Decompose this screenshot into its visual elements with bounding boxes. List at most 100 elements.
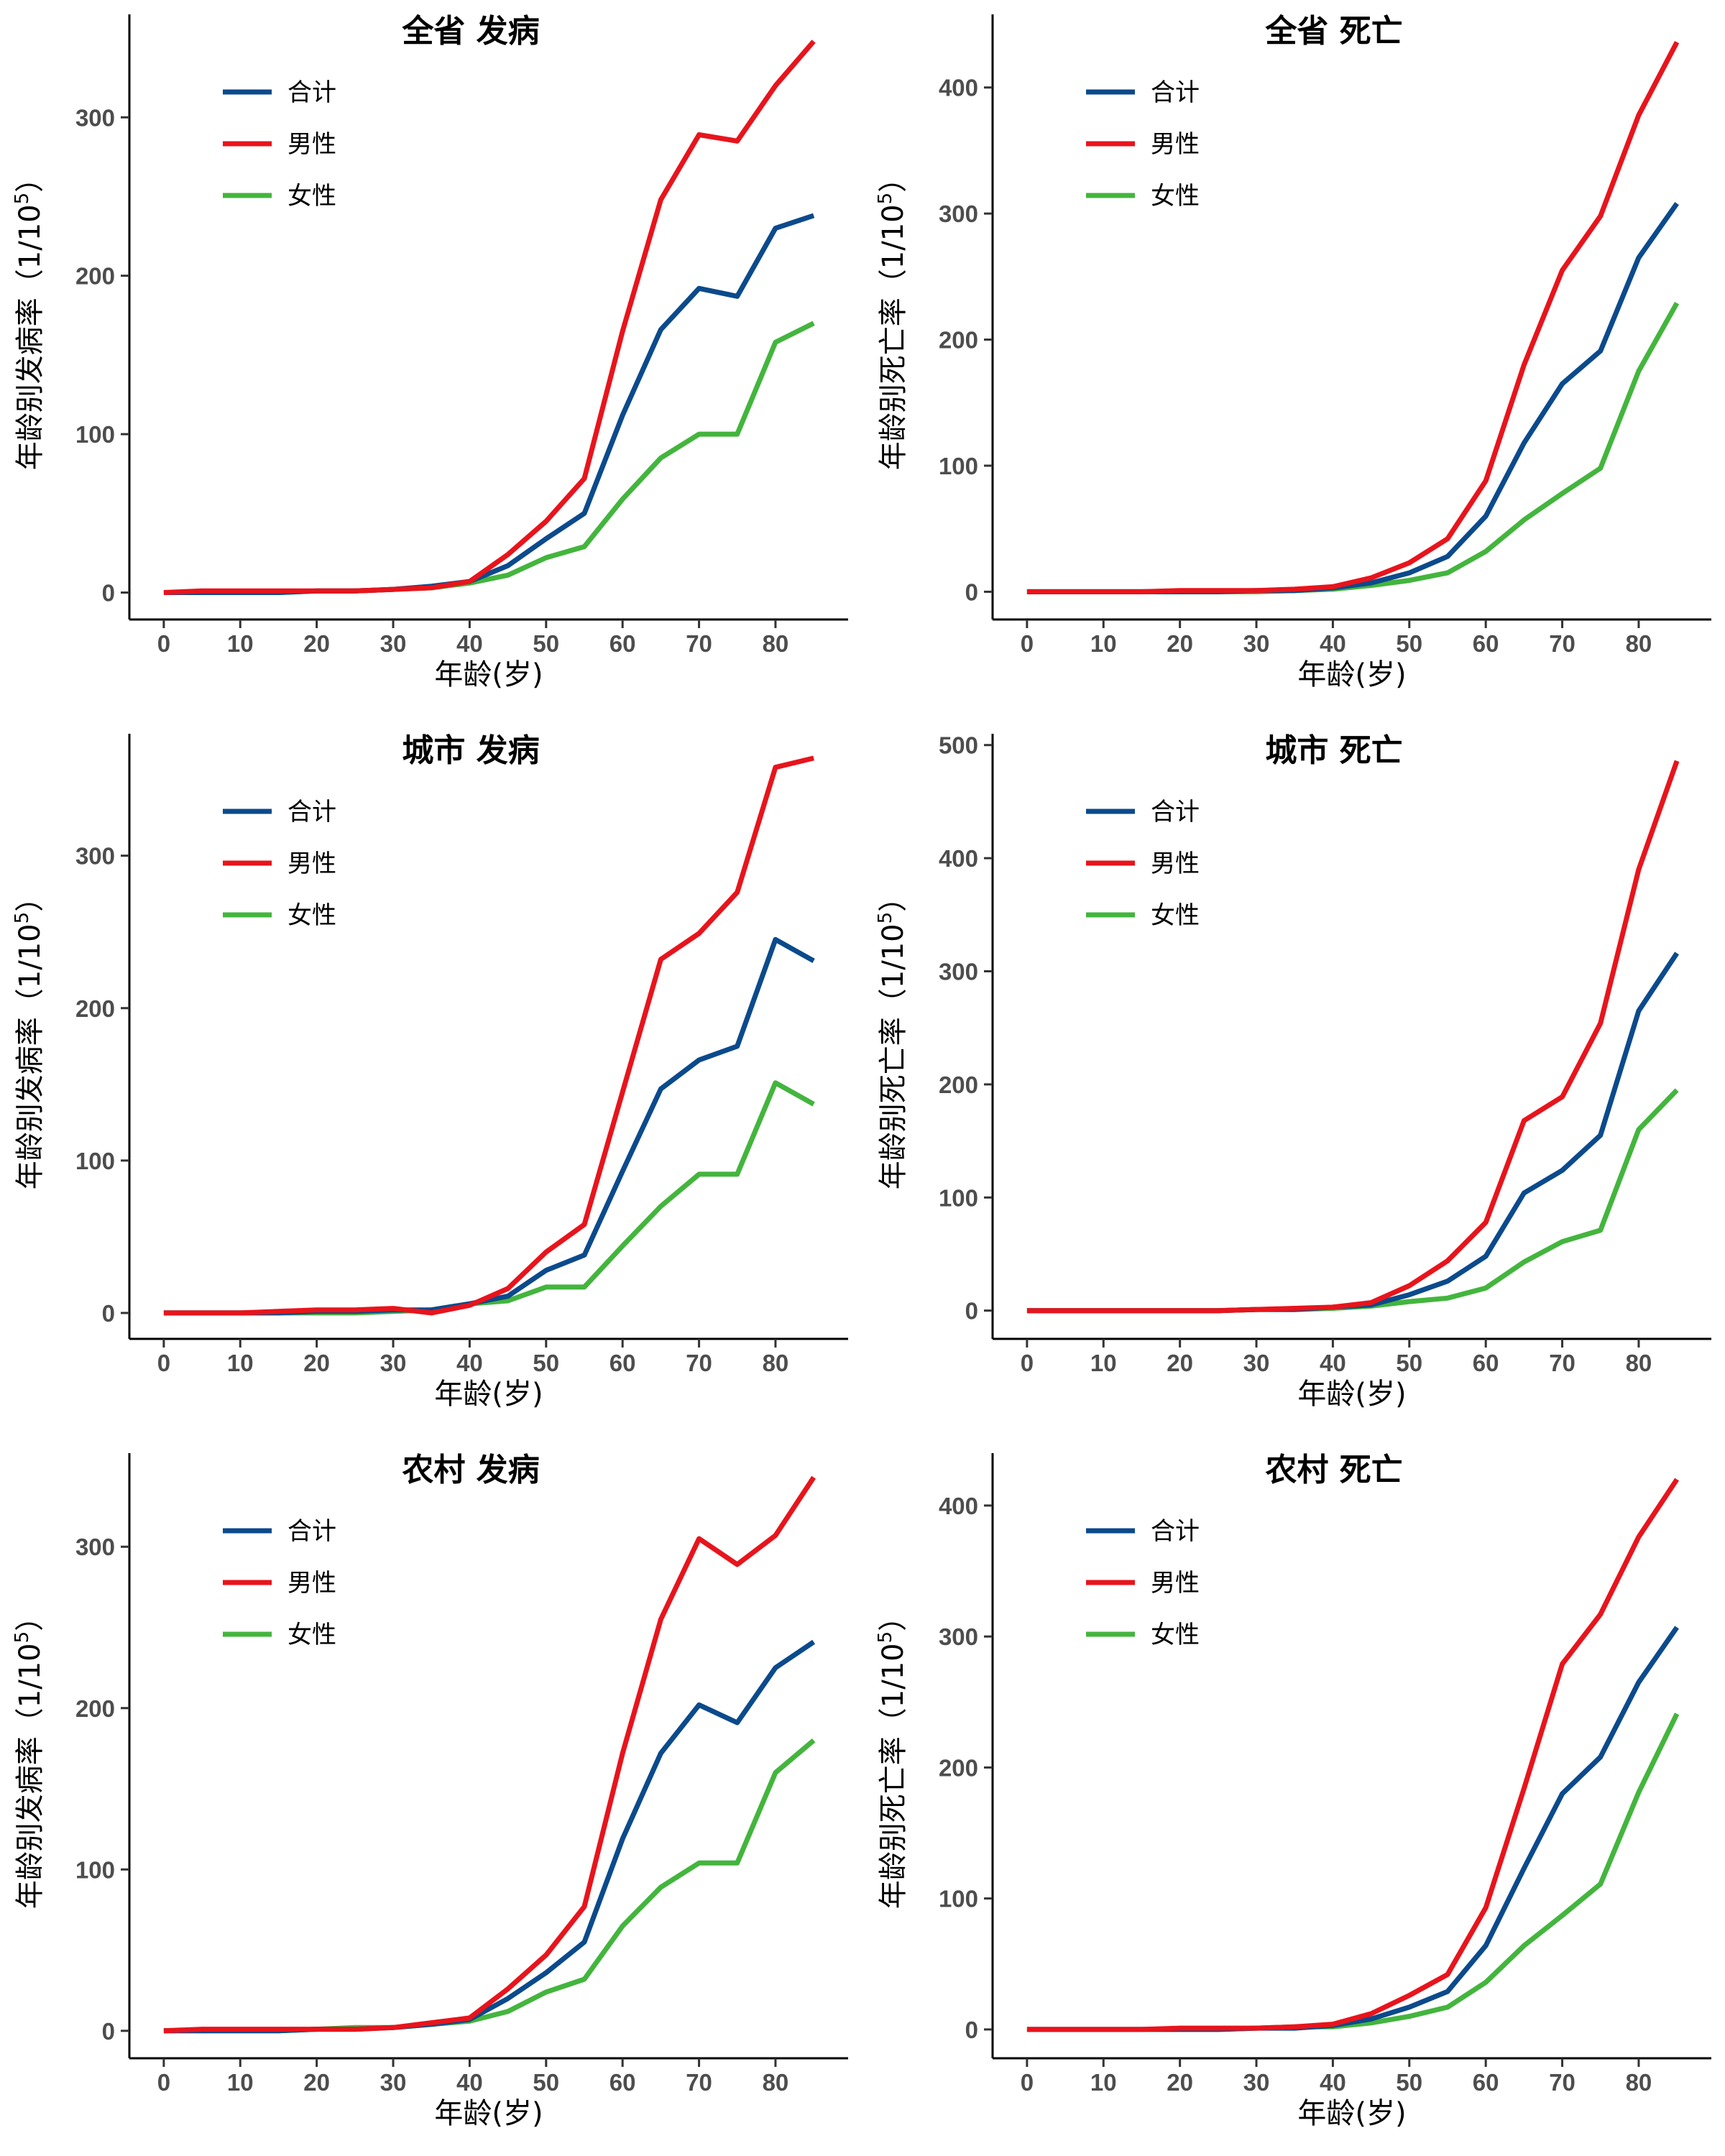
y-tick-label: 100 <box>75 1148 115 1174</box>
y-tick-label: 300 <box>75 104 115 131</box>
chart-panel-6: 农村 死亡 0 10 20 30 40 50 60 70 80 0 100 200 300 400 年龄(岁)… <box>875 1452 1711 2130</box>
x-tick-label: 30 <box>1243 2069 1270 2096</box>
series-line-total <box>1026 952 1680 1314</box>
chart-title: 城市 死亡 <box>1265 732 1402 769</box>
x-tick-label: 60 <box>610 1350 636 1376</box>
y-tick-label: 300 <box>939 959 978 985</box>
x-tick-label: 30 <box>380 2069 407 2096</box>
x-tick-label: 60 <box>1473 2069 1499 2096</box>
x-tick-label: 10 <box>1090 1350 1117 1376</box>
series-line-male <box>1026 40 1680 594</box>
y-tick-label: 0 <box>102 1300 115 1327</box>
x-tick-label: 10 <box>227 2069 254 2096</box>
y-tick-label: 200 <box>939 1754 978 1781</box>
legend-label-male: 男性 <box>288 849 336 878</box>
x-tick-label: 0 <box>157 1350 170 1376</box>
y-axis-title: 年龄别发病率（1/105） <box>12 883 47 1189</box>
y-tick-label: 300 <box>75 1534 115 1560</box>
series-line-total <box>163 936 815 1316</box>
y-tick-label: 0 <box>102 2018 115 2045</box>
x-tick-label: 20 <box>303 2069 330 2096</box>
x-tick-label: 20 <box>303 1350 330 1376</box>
legend-label-female: 女性 <box>1151 182 1200 211</box>
y-tick-label: 300 <box>939 1623 978 1650</box>
y-tick-label: 0 <box>102 580 115 607</box>
y-tick-label: 100 <box>939 453 978 479</box>
x-tick-label: 0 <box>1021 1350 1034 1376</box>
chart-panel-4: 城市 死亡 0 10 20 30 40 50 60 70 80 0 100 200 300 400 500 年龄… <box>875 732 1711 1411</box>
chart-panel-3: 城市 发病 0 10 20 30 40 50 60 70 80 0 100 200 300 年龄(岁) 年龄别… <box>12 732 848 1411</box>
y-axis-title-end: ） <box>14 883 47 912</box>
x-tick-label: 40 <box>1320 2069 1346 2096</box>
series-line-male <box>163 40 816 595</box>
legend-label-total: 合计 <box>1151 78 1200 107</box>
x-tick-label: 30 <box>380 630 407 657</box>
y-axis-title-main: 年龄别发病率（1/10 <box>14 204 47 470</box>
series-line-female <box>163 1738 816 2034</box>
x-axis-title: 年龄(岁) <box>1297 1378 1406 1411</box>
y-axis-title-superscript: 5 <box>875 1631 896 1644</box>
series-line-male <box>1026 1478 1680 2032</box>
x-tick-label: 50 <box>533 2069 559 2096</box>
series-line-total <box>1026 202 1679 594</box>
x-tick-label: 70 <box>1549 2069 1576 2096</box>
y-tick-label: 100 <box>75 1856 115 1883</box>
x-tick-label: 80 <box>1626 630 1652 657</box>
x-tick-label: 30 <box>380 1350 407 1376</box>
legend-label-male: 男性 <box>288 130 336 159</box>
legend-label-female: 女性 <box>1151 1621 1200 1649</box>
y-axis-title-main: 年龄别死亡率（1/10 <box>877 1643 910 1909</box>
series-line-female <box>163 1080 815 1316</box>
legend-label-male: 男性 <box>288 1569 336 1598</box>
x-tick-label: 20 <box>1167 2069 1193 2096</box>
chart-title: 全省 发病 <box>401 13 539 50</box>
series-line-male <box>163 1475 816 2034</box>
x-axis-title: 年龄(岁) <box>434 1378 543 1411</box>
x-axis-title: 年龄(岁) <box>1297 2097 1406 2130</box>
series-line-female <box>1026 301 1680 594</box>
x-tick-label: 40 <box>456 630 483 657</box>
y-tick-label: 400 <box>939 845 978 872</box>
series-line-total <box>163 1639 816 2034</box>
y-axis-title-main: 年龄别死亡率（1/10 <box>877 204 910 470</box>
y-axis-title: 年龄别发病率（1/105） <box>12 1603 47 1909</box>
y-axis-title: 年龄别死亡率（1/105） <box>875 1603 910 1909</box>
x-tick-label: 50 <box>1396 2069 1422 2096</box>
x-tick-label: 40 <box>1320 1350 1346 1376</box>
x-tick-label: 70 <box>686 630 712 657</box>
y-tick-label: 0 <box>965 1298 978 1325</box>
legend-label-female: 女性 <box>1151 901 1200 930</box>
series-line-total <box>1026 1626 1679 2032</box>
chart-title: 城市 发病 <box>402 732 539 769</box>
x-tick-label: 20 <box>303 630 330 657</box>
x-tick-label: 80 <box>763 2069 789 2096</box>
y-tick-label: 200 <box>939 1072 978 1098</box>
series-line-male <box>1026 760 1680 1314</box>
x-tick-label: 80 <box>763 1350 789 1376</box>
x-tick-label: 10 <box>227 1350 254 1376</box>
series-line-female <box>1026 1713 1680 2032</box>
y-tick-label: 100 <box>939 1886 978 1912</box>
x-tick-label: 30 <box>1243 1350 1270 1376</box>
x-tick-label: 10 <box>1090 630 1117 657</box>
legend-label-female: 女性 <box>288 1621 336 1649</box>
x-tick-label: 70 <box>1549 630 1576 657</box>
y-tick-label: 200 <box>75 263 115 290</box>
chart-panel-1: 全省 发病 0 10 20 30 40 50 60 70 80 0 100 200 300 年龄(岁) 年龄别… <box>12 13 848 691</box>
x-tick-label: 80 <box>1626 2069 1652 2096</box>
x-tick-label: 40 <box>456 1350 483 1376</box>
chart-title: 农村 发病 <box>402 1452 539 1488</box>
x-axis-title: 年龄(岁) <box>434 658 543 691</box>
y-tick-label: 200 <box>75 995 115 1022</box>
x-tick-label: 20 <box>1167 630 1193 657</box>
y-tick-label: 300 <box>75 843 115 870</box>
x-tick-label: 60 <box>1473 1350 1499 1376</box>
y-axis-title-main: 年龄别发病率（1/10 <box>14 923 47 1189</box>
x-tick-label: 50 <box>533 630 559 657</box>
legend-label-male: 男性 <box>1151 130 1200 159</box>
